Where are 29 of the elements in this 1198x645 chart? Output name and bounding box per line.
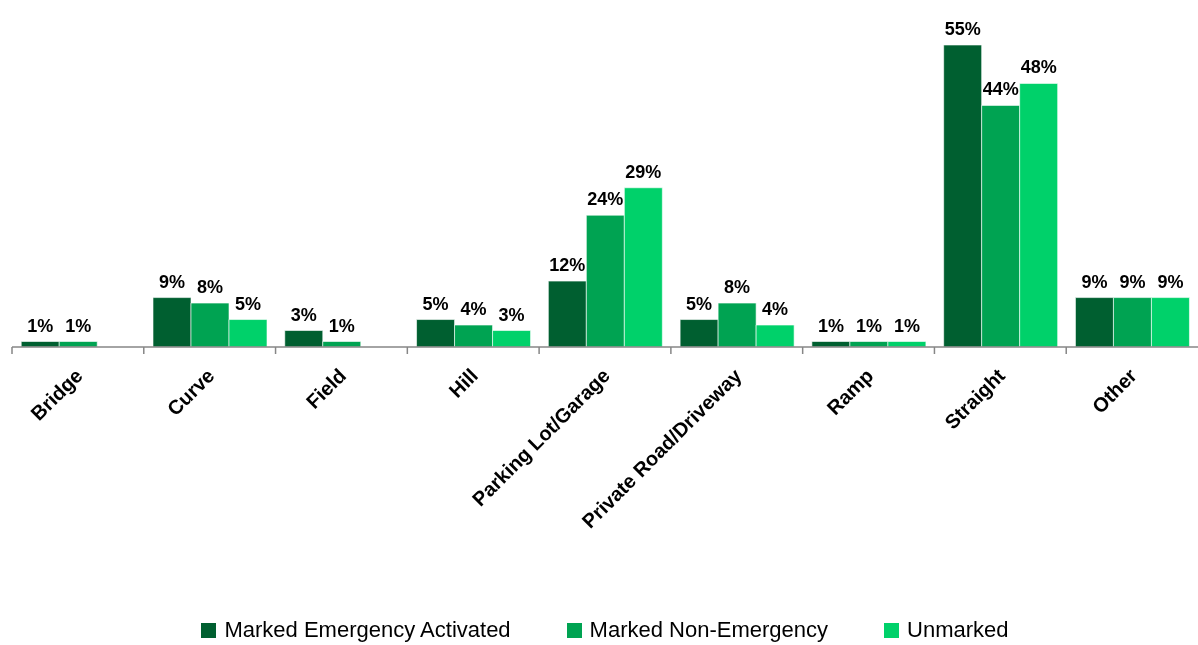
data-label: 5% <box>234 293 262 314</box>
data-label: 9% <box>1081 271 1108 292</box>
data-label: 1% <box>328 315 355 336</box>
data-label: 44% <box>982 79 1019 100</box>
data-label: 1% <box>893 315 920 336</box>
data-label: 8% <box>724 277 751 298</box>
data-label: 4% <box>762 299 789 320</box>
data-label: 1% <box>855 315 882 336</box>
legend-label: Marked Emergency Activated <box>224 617 511 643</box>
x-tick-label: Hill <box>444 364 483 402</box>
data-label: 3% <box>498 304 525 325</box>
data-label: 12% <box>549 255 586 276</box>
data-label: 24% <box>587 189 624 210</box>
legend-label: Unmarked <box>907 617 1009 643</box>
data-label: 1% <box>65 315 92 336</box>
legend-label: Marked Non-Emergency <box>589 617 829 643</box>
data-label: 3% <box>290 304 317 325</box>
data-label: 8% <box>196 277 224 298</box>
data-label: 9% <box>1157 271 1184 292</box>
data-label: 1% <box>817 315 844 336</box>
data-label: 55% <box>944 19 981 39</box>
data-label: 5% <box>686 293 713 314</box>
data-label: 5% <box>422 293 449 314</box>
data-label: 1% <box>27 315 54 336</box>
data-label: 29% <box>625 161 662 182</box>
data-label: 9% <box>158 271 186 292</box>
data-label: 4% <box>460 299 487 320</box>
data-label: 9% <box>1119 271 1146 292</box>
data-label: 48% <box>1020 57 1057 78</box>
